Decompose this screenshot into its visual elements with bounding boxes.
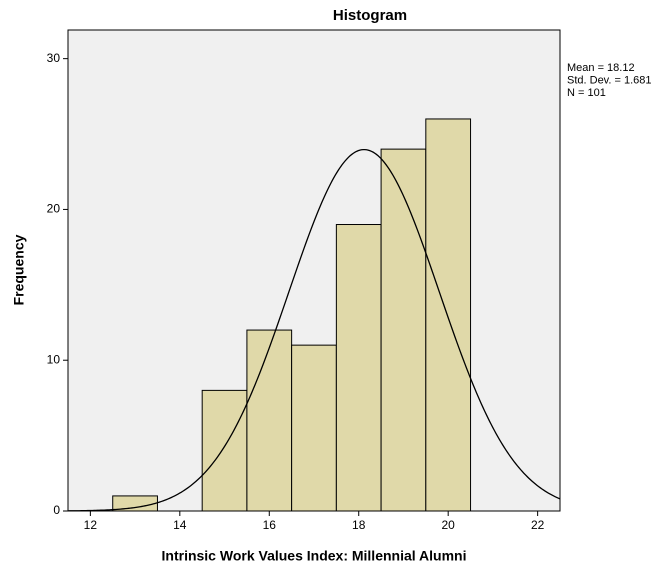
- y-tick-label: 20: [47, 202, 61, 216]
- y-tick-label: 10: [47, 352, 61, 366]
- bar: [201, 389, 248, 512]
- bar: [380, 148, 427, 512]
- y-tick-label: 30: [47, 51, 61, 65]
- bar: [335, 224, 382, 512]
- plot-frame: [67, 29, 561, 512]
- x-tick-label: 20: [442, 518, 456, 532]
- x-tick-label: 18: [352, 518, 366, 532]
- x-tick-label: 22: [531, 518, 545, 532]
- bar: [246, 329, 293, 512]
- bar: [291, 344, 337, 512]
- x-tick-label: 12: [84, 518, 98, 532]
- stat-label: N = 101: [567, 87, 606, 99]
- y-tick-label: 0: [53, 503, 60, 517]
- x-tick-label: 14: [173, 518, 187, 532]
- x-tick-label: 16: [263, 518, 277, 532]
- y-axis-label: Frequency: [11, 234, 27, 305]
- x-axis-label: Intrinsic Work Values Index: Millennial …: [162, 548, 467, 564]
- stat-label: Std. Dev. = 1.681: [567, 74, 652, 86]
- bar: [425, 118, 472, 512]
- stat-label: Mean = 18.12: [567, 62, 635, 74]
- chart-title: Histogram: [333, 7, 407, 24]
- normal-curve: [67, 148, 561, 512]
